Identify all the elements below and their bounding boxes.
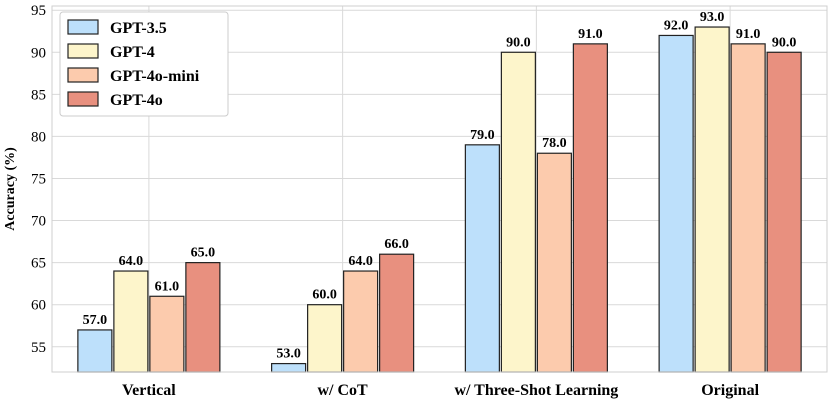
bar	[307, 304, 343, 373]
legend-label: GPT-4o-mini	[110, 68, 200, 85]
y-tick-label: 80	[31, 129, 46, 145]
bar	[77, 329, 113, 373]
bar	[149, 295, 185, 373]
x-tick-label: w/ CoT	[318, 382, 369, 399]
bar-value-label: 92.0	[664, 18, 689, 33]
bar	[379, 253, 415, 373]
legend-label: GPT-4o	[110, 92, 163, 109]
bars	[77, 26, 802, 373]
legend-swatch	[67, 67, 99, 83]
bar-value-label: 64.0	[119, 254, 144, 269]
bar	[464, 144, 500, 373]
bar-value-label: 91.0	[578, 27, 603, 42]
bar-value-label: 93.0	[700, 10, 725, 25]
bar-value-label: 90.0	[772, 35, 797, 50]
bar	[185, 262, 221, 373]
bar-value-label: 66.0	[384, 237, 409, 252]
bar-value-label: 60.0	[312, 288, 337, 303]
bar	[271, 362, 307, 373]
x-tick-label: w/ Three-Shot Learning	[454, 382, 618, 399]
legend: GPT-3.5 GPT-4 GPT-4o-mini GPT-4o	[59, 11, 229, 117]
x-tick-label: Original	[701, 382, 759, 399]
y-tick-label: 95	[31, 3, 46, 19]
x-tick-labels: Vertical w/ CoT w/ Three-Shot Learning Orig…	[122, 382, 760, 399]
legend-swatch	[67, 91, 99, 107]
y-tick-label: 85	[31, 87, 46, 103]
bar-value-label: 57.0	[83, 313, 108, 328]
bar	[766, 51, 802, 373]
y-tick-label: 60	[31, 298, 46, 314]
y-tick-labels: 55 60 65 70 75 80 85 90 95	[31, 3, 46, 356]
bar-value-label: 79.0	[470, 128, 495, 143]
y-tick-label: 55	[31, 340, 46, 356]
bar	[658, 34, 694, 373]
bar	[500, 51, 536, 373]
bar	[113, 270, 149, 373]
bar-value-label: 78.0	[542, 136, 567, 151]
legend-swatch	[67, 43, 99, 59]
bar-value-label: 53.0	[276, 347, 301, 362]
bar	[343, 270, 379, 373]
bar	[694, 26, 730, 373]
bar	[536, 152, 572, 373]
x-tick-label: Vertical	[122, 382, 176, 399]
legend-label: GPT-4	[110, 44, 155, 61]
y-tick-label: 90	[31, 45, 46, 61]
bar-value-label: 90.0	[506, 35, 531, 50]
legend-swatch	[67, 19, 99, 35]
legend-label: GPT-3.5	[110, 20, 167, 37]
bar-value-label: 91.0	[736, 27, 761, 42]
y-axis-title: Accuracy (%)	[3, 147, 18, 231]
bar-value-label: 64.0	[348, 254, 373, 269]
plot-frame	[51, 5, 828, 373]
y-tick-label: 75	[31, 171, 46, 187]
legend-box	[59, 11, 229, 117]
y-tick-label: 65	[31, 256, 46, 272]
value-labels: 57.0 64.0 61.0 65.0 53.0 60.0 64.0 66.0 79.0 90.0…	[83, 10, 797, 362]
bar-value-label: 65.0	[191, 246, 216, 261]
y-tick-label: 70	[31, 214, 46, 230]
bar	[572, 43, 608, 373]
bar-value-label: 61.0	[155, 279, 180, 294]
grid-lines	[52, 6, 827, 372]
bar	[730, 43, 766, 373]
